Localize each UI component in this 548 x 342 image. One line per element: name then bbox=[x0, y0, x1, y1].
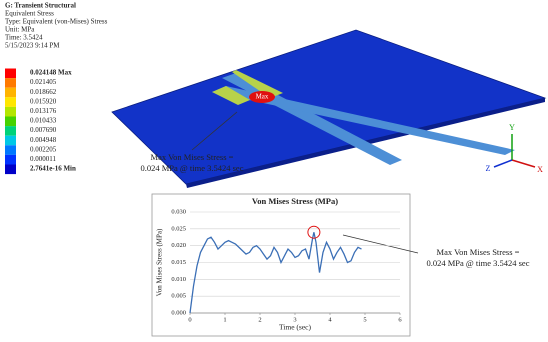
y-tick-label: 0.015 bbox=[171, 259, 186, 266]
x-tick-label: 1 bbox=[223, 316, 226, 323]
y-tick-label: 0.000 bbox=[171, 309, 186, 316]
legend-label: 0.010433 bbox=[30, 117, 57, 125]
legend-label: 2.7641e-16 Min bbox=[30, 165, 76, 173]
x-tick-label: 5 bbox=[363, 316, 366, 323]
header-line: Unit: MPa bbox=[5, 26, 35, 34]
legend-label: 0.007690 bbox=[30, 126, 57, 134]
header-line: 5/15/2023 9:14 PM bbox=[5, 42, 60, 50]
y-tick-label: 0.005 bbox=[171, 293, 186, 300]
axis-letter: X bbox=[537, 165, 543, 174]
legend-label: 0.004948 bbox=[30, 136, 57, 144]
y-tick-label: 0.020 bbox=[171, 242, 186, 249]
header-line: Type: Equivalent (von-Mises) Stress bbox=[5, 18, 108, 26]
view-annotation: Max Von Mises Stress = bbox=[151, 152, 234, 162]
legend-swatch bbox=[5, 78, 16, 88]
legend-swatch bbox=[5, 97, 16, 107]
header-title: G: Transient Structural bbox=[5, 2, 76, 10]
chart-annotation: 0.024 MPa @ time 3.5424 sec bbox=[427, 258, 530, 268]
chart-annotation: Max Von Mises Stress = bbox=[437, 247, 520, 257]
legend-label: 0.018662 bbox=[30, 88, 57, 96]
legend-swatch bbox=[5, 117, 16, 127]
legend-swatch bbox=[5, 165, 16, 175]
legend-swatch bbox=[5, 107, 16, 117]
x-tick-label: 0 bbox=[188, 316, 191, 323]
header-line: Equivalent Stress bbox=[5, 10, 54, 18]
y-axis-label: Von Mises Stress (MPa) bbox=[156, 228, 164, 296]
chart-frame bbox=[152, 194, 410, 336]
y-tick-label: 0.025 bbox=[171, 225, 186, 232]
legend-label: 0.021405 bbox=[30, 78, 57, 86]
legend-label: 0.002205 bbox=[30, 145, 57, 153]
figure: G: Transient StructuralEquivalent Stress… bbox=[0, 0, 548, 337]
legend-swatch bbox=[5, 145, 16, 155]
y-tick-label: 0.030 bbox=[171, 208, 186, 215]
view-annotation: 0.024 MPa @ time 3.5424 sec bbox=[141, 163, 244, 173]
legend-swatch bbox=[5, 88, 16, 98]
axis-letter: Y bbox=[509, 123, 515, 132]
legend-label: 0.015920 bbox=[30, 97, 57, 105]
legend-swatch bbox=[5, 136, 16, 146]
max-label: Max bbox=[256, 93, 269, 101]
x-axis-label: Time (sec) bbox=[279, 323, 312, 332]
legend-swatch bbox=[5, 155, 16, 165]
legend-label: 0.024148 Max bbox=[30, 69, 72, 77]
axis-letter: Z bbox=[486, 164, 491, 173]
legend-label: 0.000011 bbox=[30, 155, 56, 163]
y-tick-label: 0.010 bbox=[171, 276, 186, 283]
x-tick-label: 2 bbox=[258, 316, 261, 323]
legend-swatch bbox=[5, 69, 16, 79]
legend-label: 0.013176 bbox=[30, 107, 57, 115]
header-line: Time: 3.5424 bbox=[5, 34, 43, 42]
legend-swatch bbox=[5, 126, 16, 136]
chart-title: Von Mises Stress (MPa) bbox=[252, 196, 338, 206]
